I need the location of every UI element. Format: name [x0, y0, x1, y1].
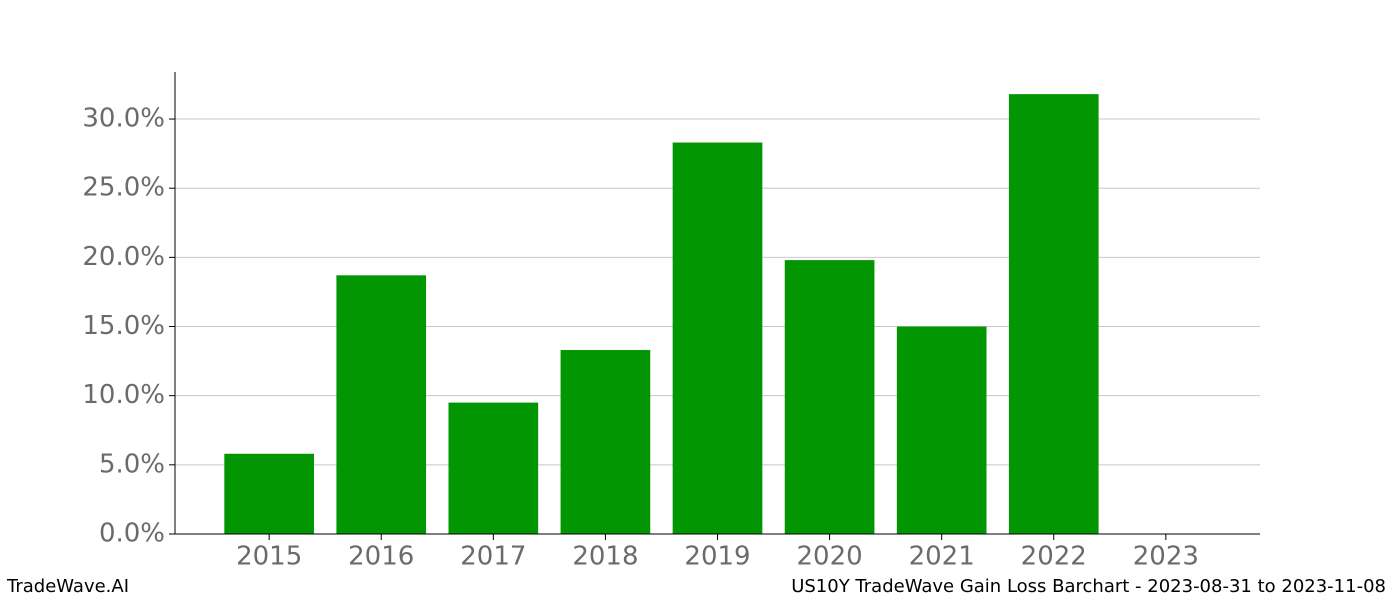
- x-tick-label: 2022: [1021, 542, 1087, 572]
- x-tick-label: 2023: [1133, 542, 1199, 572]
- bar: [224, 453, 314, 534]
- x-tick-label: 2019: [684, 542, 750, 572]
- bar: [896, 326, 987, 534]
- x-tick-label: 2021: [909, 542, 975, 572]
- x-tick-label: 2016: [348, 542, 414, 572]
- chart-title: US10Y TradeWave Gain Loss Barchart - 202…: [791, 576, 1386, 597]
- y-tick-label: 15.0%: [82, 311, 165, 341]
- y-tick-label: 5.0%: [99, 449, 165, 479]
- bar: [336, 275, 427, 534]
- y-tick-label: 10.0%: [82, 380, 165, 410]
- bar: [448, 402, 539, 534]
- y-tick-label: 25.0%: [82, 173, 165, 203]
- bar: [672, 142, 763, 534]
- x-tick-label: 2020: [797, 542, 863, 572]
- bar: [784, 260, 875, 534]
- y-tick-label: 20.0%: [82, 242, 165, 272]
- y-tick-label: 30.0%: [82, 104, 165, 134]
- bar: [560, 350, 651, 534]
- bar: [1008, 94, 1099, 534]
- x-tick-label: 2018: [572, 542, 638, 572]
- x-tick-label: 2015: [236, 542, 302, 572]
- source: TradeWave.AI: [6, 576, 129, 597]
- y-tick-label: 0.0%: [99, 519, 165, 549]
- x-tick-label: 2017: [460, 542, 526, 572]
